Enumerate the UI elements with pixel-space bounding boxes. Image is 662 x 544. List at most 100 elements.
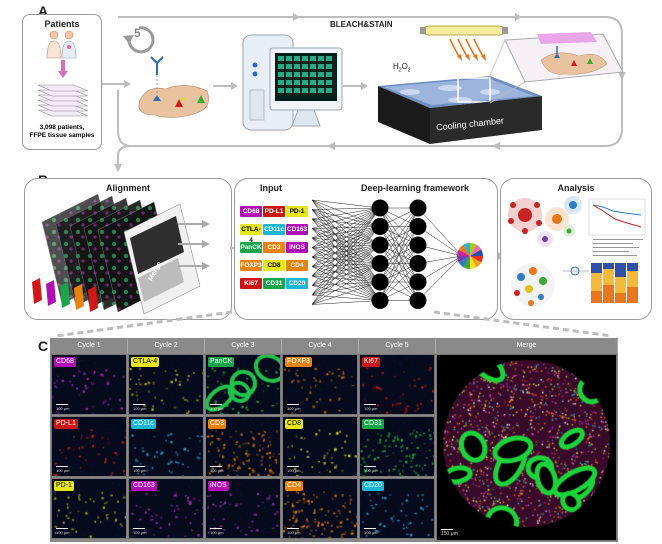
nn-node [371,199,389,217]
output-wheel-slice [463,256,470,269]
input-marker-chip: Ki67 [240,278,262,289]
scale-bar: 100 μm [56,528,70,535]
output-wheel-slice [457,249,470,256]
output-wheel-slice [470,256,483,263]
nn-node [409,199,427,217]
output-wheel-slice [458,244,470,256]
scale-bar: 100 μm [364,528,378,535]
nn-node [409,292,427,309]
stain-image-tile: FOXP3 100 μm [282,354,358,415]
merge-header: Merge [436,339,618,353]
scanner-icon [242,34,343,131]
input-marker-chip: CD8 [263,260,285,271]
nn-node [371,218,389,235]
nn-node [409,255,427,272]
cycle-header: Cycle 1 [51,339,128,353]
input-marker-chip: PD-L1 [263,206,285,217]
stain-marker-label: CD3 [208,419,227,429]
nn-node [409,273,427,291]
input-marker-chip: CD4 [286,260,308,271]
output-wheel-slice [470,256,477,269]
zoom-lines [487,39,526,104]
input-marker-chip: CD68 [240,206,262,217]
h2o2-label: H2O2 [393,62,411,74]
marker-grid: CD68 PD-L1 PD-1 CTLA-4 CD11c CD163 PanCK CD3 iNO… [240,206,310,298]
stain-marker-label: CD20 [362,481,384,491]
stain-image-tile: CD3 100 μm [205,416,281,477]
scale-bar: 100 μm [56,404,70,411]
down-arrow [58,60,68,78]
input-marker-chip: CD3 [263,242,285,253]
alignment-stack-icon [32,193,210,315]
patients-icon [46,30,77,59]
patients-box [22,14,102,150]
input-marker-chip: CD163 [286,224,308,235]
stain-marker-label: CD163 [131,481,157,491]
stain-marker-label: PD-1 [54,481,74,491]
nn-node [371,273,389,291]
stain-image-tile: Ki67 100 μm [359,354,435,415]
input-marker-chip: PanCK [240,242,262,253]
patients-title: Patients [44,19,80,29]
output-wheel-slice [470,244,482,256]
output-wheel-slice [470,249,483,256]
scale-bar: 100 μm [287,528,301,535]
stain-marker-label: CD31 [362,419,384,429]
panel-letter-a: A [38,3,49,19]
loop-count: 5 [134,26,141,40]
input-marker-chip: CD31 [263,278,285,289]
scale-bar: 100 μm [287,466,301,473]
scale-bar: 100 μm [133,528,147,535]
stain-image-tile: CD68 100 μm [51,354,127,415]
input-marker-chip: PD-1 [286,206,308,217]
input-marker-chip: FOXP3 [240,260,262,271]
cycle-header: Cycle 2 [128,339,205,353]
stain-marker-label: iNOS [208,481,229,491]
input-marker-chip: CD20 [286,278,308,289]
slide-zoom-icon [504,32,624,83]
merge-texture [437,355,616,540]
stain-marker-label: PanCK [208,357,235,367]
analysis-plots-icon [508,196,646,307]
dl-title: Deep-learning framework [360,183,470,193]
stain-marker-label: FOXP3 [285,357,312,367]
tissue-antibody-icon [138,56,209,118]
stain-image-tile: CD8 100 μm [282,416,358,477]
output-wheel-slice [470,243,477,256]
cooling-chamber-icon [378,76,542,144]
uv-lamp-icon [420,25,508,61]
scale-bar: 100 μm [210,404,224,411]
panel-c-grid: Cycle 1 Cycle 2 Cycle 3 Cycle 4 Cycle 5 Merge… [50,338,618,542]
analysis-title: Analysis [557,183,595,193]
scale-bar: 100 μm [133,466,147,473]
nn-node [371,292,389,309]
stain-marker-label: CD68 [54,357,76,367]
bleach-stain-title: BLEACH&STAIN [330,20,393,29]
input-marker-chip: iNOS [286,242,308,253]
scale-bar: 100 μm [210,466,224,473]
stain-marker-label: CD11c [131,419,156,429]
stain-marker-label: CD4 [285,481,304,491]
output-wheel-slice [470,256,482,268]
cycle-header: Cycle 4 [282,339,359,353]
scale-bar: 100 μm [133,404,147,411]
stain-image-tile: PD-L1 100 μm [51,416,127,477]
merge-scale-bar: 150 μm [441,529,458,537]
scale-bar: 100 μm [287,404,301,411]
input-marker-chip: CD11c [263,224,285,235]
cycle-header: Cycle 5 [359,339,436,353]
scale-bar: 100 μm [210,528,224,535]
scale-bar: 100 μm [364,466,378,473]
slide-stack-icon [37,84,89,117]
patients-caption-1: 3,098 patients, [39,124,85,131]
stain-marker-label: CD8 [285,419,304,429]
stain-image-tile: CD31 100 μm [359,416,435,477]
stain-image-tile: iNOS 100 μm [205,478,281,539]
panel-letter-c: C [38,338,49,354]
nn-node [371,255,389,272]
nn-node [409,218,427,235]
stain-image-tile: CD11c 100 μm [128,416,204,477]
scale-bar: 100 μm [364,404,378,411]
nn-node [409,236,427,254]
scale-bar: 100 μm [56,466,70,473]
